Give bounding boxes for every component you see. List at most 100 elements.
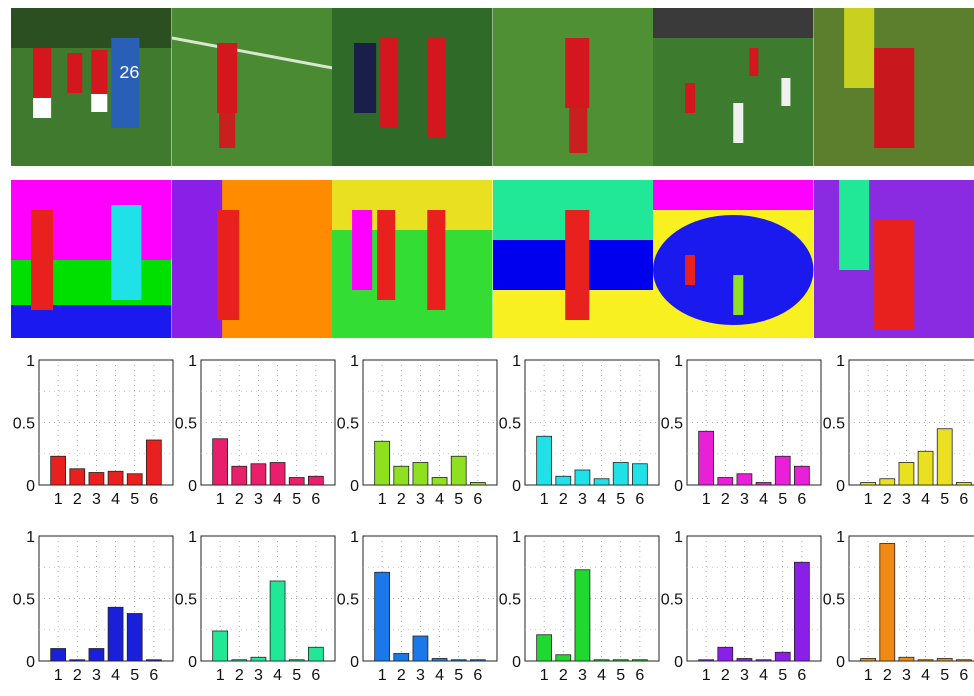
- y-tick-label: 0.5: [175, 592, 197, 609]
- bar-3: [88, 472, 105, 486]
- y-tick-label: 1: [836, 529, 845, 546]
- frame-3-art: [332, 8, 493, 166]
- y-tick-label: 1: [512, 353, 521, 370]
- histogram-6: 1 2 3 4 5 600.51: [823, 353, 974, 508]
- y-tick-label: 0.5: [13, 592, 35, 609]
- y-tick-label: 0: [26, 478, 35, 495]
- x-tick-label: 5: [940, 667, 949, 684]
- bar-6: [307, 475, 324, 486]
- x-tick-label: 4: [111, 667, 120, 684]
- bar-5: [288, 477, 305, 486]
- histogram-8: 1 2 3 4 5 600.51: [175, 529, 336, 684]
- x-tick-label: 1: [864, 667, 873, 684]
- bar-4: [593, 659, 610, 662]
- segmentation-1: [11, 180, 172, 338]
- bar-5: [612, 659, 629, 662]
- segmentation-4: [492, 180, 653, 338]
- histogram-3: 1 2 3 4 5 600.51: [337, 353, 498, 508]
- bar-1: [536, 435, 553, 486]
- x-tick-label: 3: [416, 491, 425, 508]
- x-tick-label: 4: [273, 667, 282, 684]
- axes-box: [848, 535, 974, 662]
- x-tick-label: 6: [797, 667, 806, 684]
- x-tick-label: 4: [921, 667, 930, 684]
- x-tick-label: 3: [92, 491, 101, 508]
- x-tick-label: 1: [864, 491, 873, 508]
- x-tick-label: 6: [959, 491, 968, 508]
- y-tick-label: 0.5: [337, 592, 359, 609]
- x-tick-label: 3: [416, 667, 425, 684]
- y-tick-label: 0: [512, 478, 521, 495]
- bar-4: [917, 659, 934, 662]
- y-tick-label: 0.5: [499, 592, 521, 609]
- x-tick-label: 5: [130, 491, 139, 508]
- bar-4: [917, 450, 934, 486]
- y-tick-label: 1: [350, 529, 359, 546]
- jersey-number: 26: [119, 62, 139, 82]
- bar-4: [431, 658, 448, 662]
- x-tick-label: 3: [578, 491, 587, 508]
- frame-2-art: [171, 8, 332, 166]
- bar-3: [898, 656, 915, 662]
- bar-1: [536, 634, 553, 662]
- x-tick-label: 6: [959, 667, 968, 684]
- histogram-1: 1 2 3 4 5 600.51: [13, 353, 174, 508]
- bar-2: [879, 543, 896, 662]
- x-tick-label: 6: [635, 491, 644, 508]
- bar-6: [307, 646, 324, 662]
- bar-1: [212, 438, 229, 486]
- segmentation-5-art: [653, 180, 814, 338]
- x-tick-label: 6: [311, 491, 320, 508]
- frame-1-art: 26: [11, 8, 172, 166]
- histogram-5: 1 2 3 4 5 600.51: [661, 353, 822, 508]
- bar-3: [574, 469, 591, 486]
- x-tick-label: 1: [540, 491, 549, 508]
- x-tick-label: 1: [54, 491, 63, 508]
- x-tick-label: 6: [797, 491, 806, 508]
- x-tick-label: 3: [902, 667, 911, 684]
- x-tick-label: 2: [73, 667, 82, 684]
- x-tick-label: 2: [883, 667, 892, 684]
- y-tick-label: 1: [188, 353, 197, 370]
- y-tick-label: 0.5: [499, 416, 521, 433]
- x-tick-label: 4: [597, 491, 606, 508]
- bar-3: [412, 462, 429, 486]
- y-tick-label: 1: [674, 353, 683, 370]
- photo-frame-5: [653, 8, 814, 166]
- x-tick-label: 1: [378, 667, 387, 684]
- segmentation-2-art: [171, 180, 332, 338]
- x-tick-label: 6: [635, 667, 644, 684]
- segmentation-3-art: [332, 180, 493, 338]
- x-tick-label: 4: [435, 667, 444, 684]
- x-tick-label: 5: [940, 491, 949, 508]
- bar-2: [717, 477, 734, 486]
- x-tick-label: 1: [54, 667, 63, 684]
- bar-2: [879, 478, 896, 486]
- bar-3: [898, 462, 915, 486]
- x-tick-label: 1: [702, 667, 711, 684]
- y-tick-label: 0.5: [661, 592, 683, 609]
- y-tick-label: 1: [350, 353, 359, 370]
- x-tick-label: 4: [111, 491, 120, 508]
- segmentation-4-art: [492, 180, 653, 338]
- bar-2: [555, 654, 572, 662]
- bar-1: [212, 630, 229, 662]
- bar-3: [736, 658, 753, 662]
- x-tick-label: 5: [778, 491, 787, 508]
- x-tick-label: 5: [616, 491, 625, 508]
- x-tick-label: 6: [311, 667, 320, 684]
- x-tick-label: 2: [235, 667, 244, 684]
- x-tick-label: 3: [254, 491, 263, 508]
- y-tick-label: 0.5: [823, 592, 845, 609]
- histogram-2: 1 2 3 4 5 600.51: [175, 353, 336, 508]
- frame-6-art: [813, 8, 974, 166]
- bar-5: [612, 462, 629, 486]
- histogram-7: 1 2 3 4 5 600.51: [13, 529, 174, 684]
- bar-1: [860, 658, 877, 662]
- y-tick-label: 0: [350, 654, 359, 671]
- bar-4: [755, 659, 772, 662]
- x-tick-label: 1: [378, 491, 387, 508]
- x-tick-label: 3: [902, 491, 911, 508]
- x-tick-label: 5: [454, 667, 463, 684]
- photo-frame-4: [492, 8, 653, 166]
